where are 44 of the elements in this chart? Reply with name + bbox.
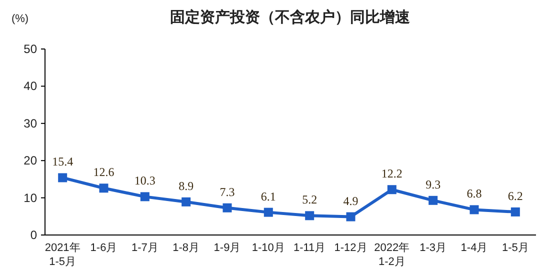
y-tick-label: 0 — [30, 228, 38, 242]
point — [346, 212, 356, 222]
x-tick-label: 1-11月 — [293, 242, 326, 254]
x-tick-label: 1-4月 — [460, 242, 488, 254]
point — [58, 173, 68, 182]
data-label: 15.4 — [52, 154, 74, 169]
chart-title: 固定资产投资（不含农户）同比增速 — [170, 8, 411, 26]
point — [428, 196, 438, 205]
x-tick-label: 1-12月 — [334, 242, 368, 254]
data-label: 8.9 — [178, 178, 194, 193]
y-tick-label: 10 — [24, 190, 38, 205]
x-tick-label: 2022年 1-2月 — [374, 242, 410, 268]
y-tick-label: 40 — [24, 79, 38, 94]
y-tick-label: 20 — [24, 154, 38, 168]
data-label: 6.8 — [466, 186, 482, 201]
x-tick-label: 1-8月 — [172, 242, 200, 254]
point — [140, 192, 150, 202]
point — [387, 185, 396, 194]
data-label: 12.2 — [381, 166, 402, 181]
point — [99, 184, 108, 193]
x-tick-label: 1-6月 — [90, 242, 118, 254]
data-label: 10.3 — [134, 174, 156, 188]
x-tick-label: 1-9月 — [214, 242, 241, 254]
data-label: 6.2 — [508, 188, 523, 203]
point — [305, 211, 314, 220]
x-tick-label: 1-7月 — [131, 242, 158, 254]
point — [182, 197, 191, 206]
point — [264, 208, 273, 217]
data-label: 12.6 — [93, 165, 114, 180]
x-tick-label: 1-5月 — [502, 242, 529, 254]
x-tick-label: 1-10月 — [252, 242, 285, 254]
data-label: 4.9 — [343, 194, 358, 208]
x-tick-label: 2021年 1-5月 — [44, 242, 80, 268]
point — [510, 207, 520, 216]
y-tick-label: 50 — [24, 42, 38, 56]
x-tick-label: 1-3月 — [420, 242, 447, 254]
point — [470, 205, 479, 214]
data-label: 6.1 — [260, 189, 276, 204]
data-label: 7.3 — [220, 184, 235, 199]
data-label: 9.3 — [426, 177, 441, 192]
y-axis-title: (%) — [11, 13, 29, 25]
data-label: 5.2 — [302, 192, 318, 207]
point — [222, 203, 232, 212]
y-tick-label: 30 — [24, 116, 38, 130]
